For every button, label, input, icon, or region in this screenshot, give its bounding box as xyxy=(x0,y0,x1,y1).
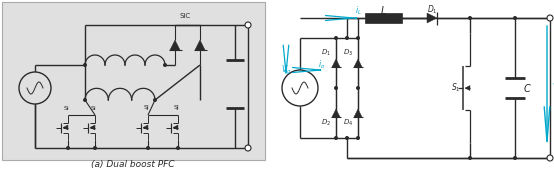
Text: $D_4$: $D_4$ xyxy=(343,118,353,128)
Circle shape xyxy=(547,15,553,21)
Text: SJ: SJ xyxy=(173,105,179,111)
Circle shape xyxy=(356,86,360,90)
Text: SJ: SJ xyxy=(143,105,149,111)
Circle shape xyxy=(468,16,472,20)
Circle shape xyxy=(245,22,251,28)
Circle shape xyxy=(83,63,87,67)
Text: $i_L$: $i_L$ xyxy=(355,5,362,17)
Circle shape xyxy=(93,146,97,150)
Circle shape xyxy=(163,63,167,67)
Polygon shape xyxy=(332,59,340,67)
Circle shape xyxy=(334,136,338,140)
Text: SiC: SiC xyxy=(179,13,191,19)
Polygon shape xyxy=(173,125,178,130)
Text: $D_1$: $D_1$ xyxy=(427,4,437,16)
Text: $L$: $L$ xyxy=(379,4,387,16)
Polygon shape xyxy=(143,125,148,130)
Circle shape xyxy=(345,136,349,140)
Circle shape xyxy=(468,156,472,160)
Text: (a) Dual boost PFC: (a) Dual boost PFC xyxy=(91,161,175,169)
Text: $V_g$: $V_g$ xyxy=(281,64,291,77)
Circle shape xyxy=(282,70,318,106)
Circle shape xyxy=(334,86,338,90)
Circle shape xyxy=(153,98,157,102)
Polygon shape xyxy=(354,59,362,67)
Text: $i_o$: $i_o$ xyxy=(319,59,326,71)
Polygon shape xyxy=(63,125,68,130)
Polygon shape xyxy=(170,40,180,50)
Text: $C$: $C$ xyxy=(522,82,531,94)
Text: Si: Si xyxy=(90,105,96,111)
Polygon shape xyxy=(195,40,205,50)
Circle shape xyxy=(356,136,360,140)
Bar xyxy=(2,2,265,160)
Text: $S_1$: $S_1$ xyxy=(451,82,461,94)
Text: Si: Si xyxy=(63,105,69,111)
Text: $V_{out}$: $V_{out}$ xyxy=(552,82,554,94)
Circle shape xyxy=(83,98,87,102)
Polygon shape xyxy=(332,109,340,117)
Bar xyxy=(365,13,402,23)
Circle shape xyxy=(19,72,51,104)
Circle shape xyxy=(334,36,338,40)
Polygon shape xyxy=(465,86,470,90)
Circle shape xyxy=(245,145,251,151)
Polygon shape xyxy=(90,125,95,130)
Polygon shape xyxy=(354,109,362,117)
Circle shape xyxy=(513,16,517,20)
Text: $D_2$: $D_2$ xyxy=(321,118,331,128)
Polygon shape xyxy=(427,13,437,23)
Circle shape xyxy=(356,36,360,40)
Text: $D_3$: $D_3$ xyxy=(343,48,353,58)
Circle shape xyxy=(66,146,70,150)
Circle shape xyxy=(547,155,553,161)
Circle shape xyxy=(176,146,180,150)
Text: $D_1$: $D_1$ xyxy=(321,48,331,58)
Circle shape xyxy=(513,156,517,160)
Circle shape xyxy=(146,146,150,150)
Circle shape xyxy=(345,36,349,40)
